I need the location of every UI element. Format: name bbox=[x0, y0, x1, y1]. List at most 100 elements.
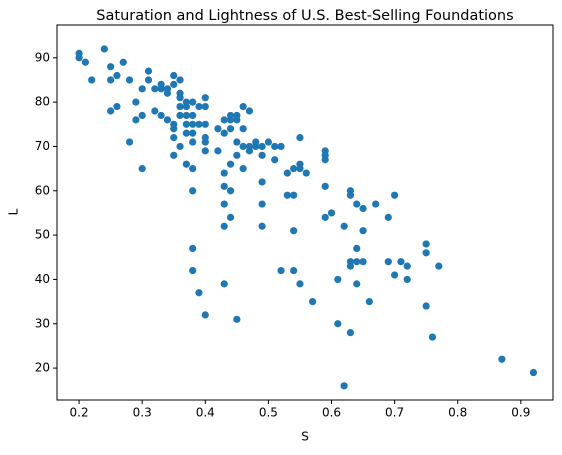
point bbox=[163, 116, 172, 124]
x-tick-label: 0.4 bbox=[196, 406, 215, 420]
point bbox=[220, 200, 228, 208]
point bbox=[258, 142, 266, 151]
point bbox=[119, 58, 127, 66]
point bbox=[372, 200, 380, 208]
point bbox=[157, 85, 165, 93]
point bbox=[170, 151, 178, 159]
x-axis-label: S bbox=[301, 430, 309, 444]
point bbox=[340, 222, 348, 230]
point bbox=[308, 297, 317, 306]
point bbox=[346, 262, 355, 270]
y-tick-label: 80 bbox=[35, 95, 50, 109]
point bbox=[239, 102, 247, 111]
chart-title: Saturation and Lightness of U.S. Best-Se… bbox=[96, 8, 513, 24]
point bbox=[296, 133, 304, 142]
point bbox=[182, 102, 190, 111]
point bbox=[81, 58, 89, 66]
point bbox=[195, 102, 203, 111]
point bbox=[239, 142, 247, 151]
point bbox=[107, 63, 115, 71]
point bbox=[359, 227, 367, 235]
point bbox=[201, 138, 209, 146]
point bbox=[353, 244, 361, 253]
point bbox=[151, 85, 159, 93]
point bbox=[346, 191, 355, 199]
point bbox=[340, 382, 348, 390]
point bbox=[403, 262, 411, 270]
point bbox=[384, 213, 392, 221]
point bbox=[176, 111, 184, 120]
point bbox=[195, 289, 203, 297]
x-tick-label: 0.9 bbox=[511, 406, 530, 420]
point bbox=[346, 329, 355, 337]
point bbox=[245, 147, 254, 155]
point bbox=[157, 111, 165, 120]
point bbox=[422, 249, 430, 257]
point bbox=[226, 213, 235, 221]
point bbox=[334, 275, 342, 284]
point bbox=[182, 160, 190, 168]
point bbox=[391, 191, 399, 199]
point bbox=[359, 204, 367, 213]
point bbox=[264, 138, 272, 146]
point bbox=[88, 76, 96, 84]
point bbox=[233, 315, 241, 323]
y-tick-label: 70 bbox=[35, 139, 50, 153]
point bbox=[182, 120, 190, 128]
point bbox=[201, 311, 209, 319]
point bbox=[283, 169, 291, 177]
point bbox=[163, 89, 172, 97]
point bbox=[283, 191, 291, 199]
point bbox=[391, 271, 399, 279]
point bbox=[107, 107, 115, 115]
plot-frame bbox=[56, 24, 554, 401]
point bbox=[359, 258, 367, 266]
point bbox=[327, 209, 336, 217]
point bbox=[252, 142, 260, 151]
point bbox=[100, 45, 108, 53]
point bbox=[170, 133, 178, 142]
point bbox=[144, 67, 153, 75]
point bbox=[258, 178, 266, 186]
point bbox=[189, 111, 197, 120]
point bbox=[176, 94, 184, 102]
point bbox=[321, 213, 329, 221]
point bbox=[189, 138, 197, 146]
point bbox=[226, 160, 235, 168]
point bbox=[258, 151, 266, 159]
point bbox=[403, 275, 411, 284]
y-tick-label: 60 bbox=[35, 183, 50, 197]
y-tick-label: 50 bbox=[35, 228, 50, 242]
point bbox=[113, 102, 121, 111]
point bbox=[132, 98, 140, 106]
point bbox=[125, 76, 134, 84]
point bbox=[189, 120, 197, 128]
point bbox=[176, 142, 184, 151]
x-tick-label: 0.2 bbox=[70, 406, 89, 420]
point bbox=[233, 116, 241, 124]
x-tick-label: 0.5 bbox=[259, 406, 278, 420]
point bbox=[384, 258, 392, 266]
point bbox=[201, 120, 209, 128]
point bbox=[365, 297, 373, 306]
point bbox=[220, 280, 228, 288]
point bbox=[233, 138, 241, 146]
point bbox=[233, 151, 241, 159]
point bbox=[138, 165, 146, 173]
point bbox=[353, 200, 361, 208]
point bbox=[201, 147, 209, 155]
point bbox=[189, 244, 197, 253]
point bbox=[296, 280, 304, 288]
point bbox=[189, 165, 197, 173]
x-tick-label: 0.6 bbox=[322, 406, 341, 420]
point bbox=[220, 129, 228, 137]
point bbox=[258, 200, 266, 208]
point bbox=[321, 182, 329, 190]
point bbox=[271, 142, 279, 151]
point bbox=[144, 76, 153, 84]
point bbox=[107, 76, 115, 84]
point bbox=[258, 222, 266, 230]
point bbox=[529, 368, 538, 377]
y-tick-label: 20 bbox=[35, 361, 50, 375]
